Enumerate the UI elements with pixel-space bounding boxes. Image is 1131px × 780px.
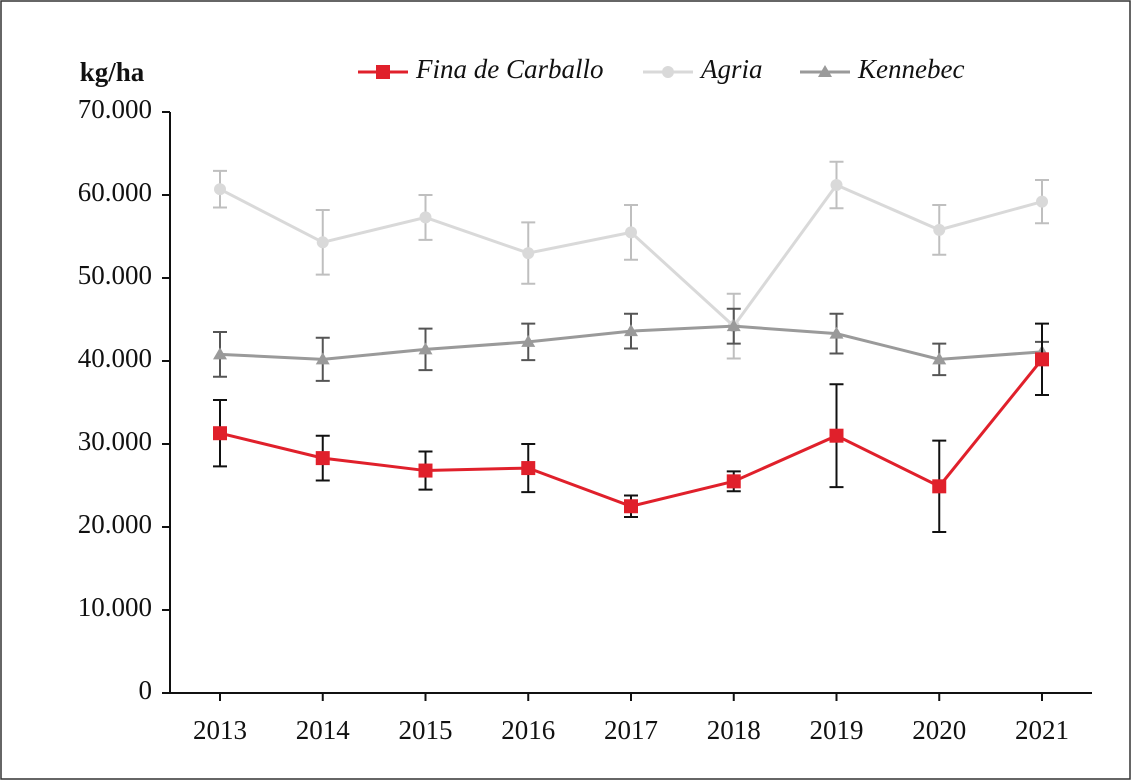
x-tick-label: 2021	[1015, 715, 1069, 745]
x-tick-label: 2018	[707, 715, 761, 745]
point	[932, 352, 947, 365]
y-tick-label: 10.000	[78, 592, 152, 622]
point	[315, 352, 330, 365]
legend-marker	[662, 66, 674, 78]
x-tick-label: 2019	[810, 715, 864, 745]
legend-marker	[376, 65, 390, 79]
point	[1036, 195, 1048, 208]
legend-label: Fina de Carballo	[415, 54, 604, 84]
y-tick-label: 40.000	[78, 343, 152, 373]
legend-label: Agria	[699, 54, 763, 84]
point	[521, 334, 536, 347]
point	[726, 474, 741, 489]
y-tick-label: 30.000	[78, 426, 152, 456]
y-tick-label: 70.000	[78, 94, 152, 124]
point	[316, 236, 329, 249]
point	[932, 479, 947, 494]
x-tick-label: 2017	[604, 715, 658, 745]
point	[419, 211, 432, 224]
y-tick-label: 20.000	[78, 509, 152, 539]
point	[1035, 352, 1049, 367]
x-tick-label: 2016	[501, 715, 555, 745]
point	[624, 324, 638, 337]
point	[933, 223, 946, 236]
point	[625, 226, 637, 239]
point	[829, 326, 844, 339]
x-tick-label: 2020	[912, 715, 966, 745]
y-tick-label: 60.000	[78, 177, 152, 207]
y-tick-label: 0	[139, 675, 153, 705]
point	[624, 499, 638, 514]
y-axis-label: kg/ha	[80, 57, 145, 87]
point	[829, 428, 844, 443]
point	[522, 247, 535, 260]
x-tick-label: 2014	[296, 715, 351, 745]
x-tick-label: 2015	[399, 715, 453, 745]
point	[418, 463, 433, 478]
y-tick-label: 50.000	[78, 260, 152, 290]
legend-label: Kennebec	[857, 54, 964, 84]
point	[726, 319, 741, 332]
point	[214, 183, 226, 196]
point	[418, 342, 433, 355]
point	[213, 347, 227, 360]
point	[521, 461, 536, 476]
series-line	[219, 358, 1044, 508]
point	[213, 426, 227, 441]
legend-marker	[818, 65, 832, 77]
x-tick-label: 2013	[193, 715, 247, 745]
point	[830, 179, 843, 192]
point	[315, 451, 330, 466]
